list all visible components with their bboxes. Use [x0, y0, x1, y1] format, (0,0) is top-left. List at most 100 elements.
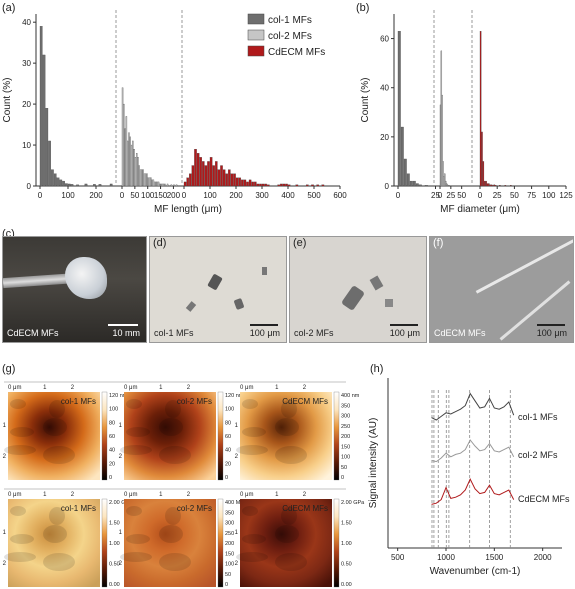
histogram-bar — [48, 140, 51, 187]
x-axis-label: MF length (μm) — [154, 204, 222, 215]
afm-colorbar-tick: 60 — [225, 434, 231, 440]
x-tick-label: 400 — [281, 191, 295, 200]
y-tick-label: 40 — [380, 84, 389, 93]
afm-colorbar-tick: 0.00 — [341, 582, 352, 588]
afm-texture — [120, 552, 152, 562]
x-tick-label: 25 — [431, 191, 440, 200]
histogram-bar — [186, 177, 189, 187]
afm-texture — [236, 445, 268, 455]
afm-colorbar-tick: 20 — [225, 461, 231, 467]
afm-texture — [275, 418, 299, 436]
histogram-bar — [228, 169, 231, 187]
photo-panel-d: (d) col-1 MFs 100 μm — [149, 236, 287, 343]
mf-particle — [262, 267, 267, 275]
afm-axis-label: 1 — [159, 492, 163, 498]
afm-colorbar-tick: 20 — [109, 461, 115, 467]
afm-axis-label: 2 — [71, 492, 75, 498]
afm-texture — [242, 399, 258, 409]
histogram-bar — [243, 179, 247, 187]
x-axis-label: Wavenumber (cm-1) — [430, 566, 521, 577]
afm-axis-label: 0 μm — [8, 492, 21, 498]
histogram-bar — [490, 184, 493, 187]
afm-texture — [242, 427, 266, 437]
x-axis-label: MF diameter (μm) — [440, 204, 520, 215]
afm-colorbar-tick: 150 — [341, 444, 350, 450]
histogram-bar — [161, 183, 164, 187]
spectrum-line — [431, 439, 515, 463]
afm-colorbar-tick: 100 — [109, 407, 118, 413]
histogram-bar — [70, 184, 74, 187]
afm-caption: col-2 MFs — [177, 397, 212, 406]
histogram-bar — [146, 173, 148, 187]
histogram-bar — [251, 181, 254, 187]
histogram-bar — [150, 177, 152, 187]
histogram-bar — [67, 183, 71, 187]
afm-axis-label: 2 — [235, 454, 239, 460]
histogram-bar — [321, 184, 325, 187]
afm-texture — [159, 525, 183, 543]
x-tick-label: 500 — [391, 553, 405, 562]
histogram-bar — [409, 180, 413, 187]
histogram-bar — [441, 94, 443, 187]
y-tick-label: 30 — [22, 59, 31, 68]
histogram-bar — [287, 184, 291, 187]
histogram-bar — [280, 183, 283, 187]
histogram-bar — [510, 185, 512, 187]
photo-panel-e: (e) col-2 MFs 100 μm — [289, 236, 427, 343]
x-tick-label: 100 — [203, 191, 217, 200]
afm-texture — [126, 506, 142, 516]
x-tick-label: 50 — [130, 191, 139, 200]
histogram-bar — [241, 179, 244, 187]
afm-texture — [10, 506, 26, 516]
photo-caption-d: col-1 MFs — [154, 328, 194, 338]
histogram-bar — [444, 173, 446, 187]
y-tick-label: 40 — [22, 18, 31, 27]
afm-axis-label: 1 — [235, 423, 239, 429]
afm-colorbar-tick: 300 — [225, 521, 234, 527]
scalebar-label-d: 100 μm — [249, 328, 280, 338]
afm-colorbar-max: 400 nm — [341, 393, 360, 399]
afm-colorbar-tick: 350 — [341, 403, 350, 409]
afm-colorbar-tick: 80 — [225, 420, 231, 426]
histogram-bar — [259, 183, 262, 187]
afm-axis-label: 1 — [119, 530, 123, 536]
afm-colorbar-max: 2.00 GPa — [341, 500, 365, 506]
afm-colorbar-tick: 0 — [225, 582, 228, 588]
panel-label-e: (e) — [293, 237, 307, 249]
afm-axis-label: 1 — [275, 385, 279, 391]
histogram-bar — [261, 183, 265, 187]
histogram-bar — [306, 184, 309, 187]
histogram-bar — [406, 173, 410, 187]
histogram-bar — [191, 165, 195, 187]
afm-axis-label: 2 — [71, 385, 75, 391]
x-tick-label: 50 — [457, 191, 466, 200]
afm-colorbar-tick: 200 — [225, 541, 234, 547]
y-axis-label: Count (%) — [360, 77, 371, 122]
histogram-bar — [316, 184, 319, 187]
mf-fiber — [475, 239, 573, 294]
histogram-bar — [212, 165, 215, 187]
x-tick-label: 0 — [438, 191, 443, 200]
legend-swatch — [247, 29, 265, 41]
histogram-bar — [204, 165, 208, 187]
histogram-bar — [238, 177, 241, 187]
afm-colorbar-tick: 40 — [109, 448, 115, 454]
afm-texture — [275, 553, 307, 571]
histogram-bar — [170, 184, 173, 187]
afm-axis-label: 1 — [235, 530, 239, 536]
afm-texture — [165, 400, 181, 418]
mf-particle — [233, 297, 245, 311]
histogram-bar — [486, 183, 489, 187]
afm-texture — [236, 552, 268, 562]
histogram-bar — [56, 177, 60, 187]
histogram-bar — [199, 157, 202, 187]
afm-texture — [159, 446, 191, 464]
afm-map — [8, 392, 100, 480]
afm-texture — [159, 418, 183, 436]
histogram-bar — [479, 31, 482, 187]
afm-texture — [275, 525, 299, 543]
histogram-bar — [415, 183, 419, 187]
y-tick-label: 20 — [22, 100, 31, 109]
afm-colorbar-tick: 250 — [341, 424, 350, 430]
histogram-bar — [123, 103, 125, 187]
